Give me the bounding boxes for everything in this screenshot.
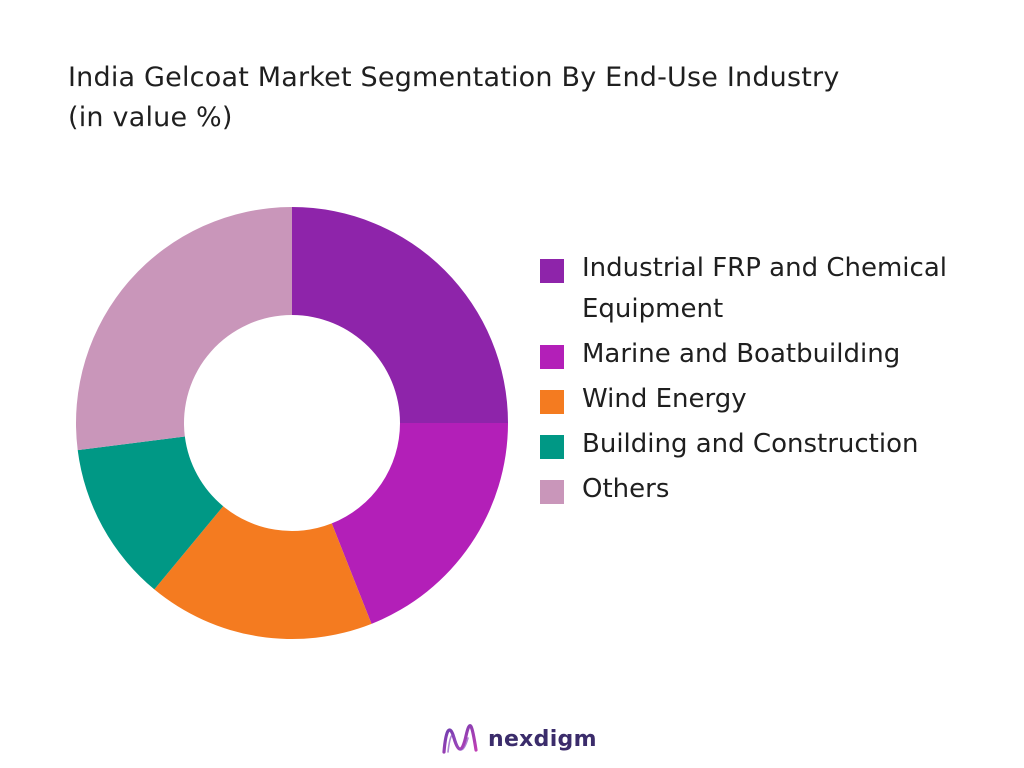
brand-logo: nexdigm xyxy=(440,722,597,756)
legend-swatch xyxy=(540,390,564,414)
legend-label: Wind Energy xyxy=(582,384,747,414)
legend-swatch xyxy=(540,480,564,504)
chart-title: India Gelcoat Market Segmentation By End… xyxy=(68,62,840,133)
legend-item: Building and Construction xyxy=(540,424,1020,465)
legend-item: Industrial FRP and Chemical Equipment xyxy=(540,248,1020,330)
nexdigm-wave-icon xyxy=(442,724,478,754)
chart-legend: Industrial FRP and Chemical Equipment Ma… xyxy=(540,248,1020,514)
legend-swatch xyxy=(540,259,564,283)
donut-slice-industrial-frp-and-chemical-equipment xyxy=(292,207,508,423)
legend-item: Marine and Boatbuilding xyxy=(540,334,1020,375)
legend-item: Wind Energy xyxy=(540,379,1020,420)
legend-item: Others xyxy=(540,469,1020,510)
legend-label: Industrial FRP and Chemical Equipment xyxy=(582,253,947,324)
brand-name: nexdigm xyxy=(488,726,597,752)
legend-label: Others xyxy=(582,474,670,504)
legend-label: Building and Construction xyxy=(582,429,919,459)
donut-slice-others xyxy=(76,207,292,451)
legend-swatch xyxy=(540,435,564,459)
donut-slice-wind-energy xyxy=(154,506,372,640)
legend-swatch xyxy=(540,345,564,369)
legend-label: Marine and Boatbuilding xyxy=(582,339,901,369)
donut-slice-marine-and-boatbuilding xyxy=(331,423,508,624)
donut-slice-building-and-construction xyxy=(77,436,224,590)
